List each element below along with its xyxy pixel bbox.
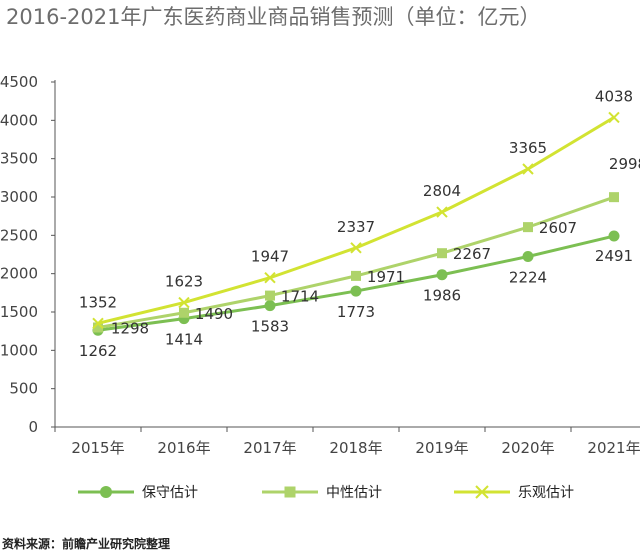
data-label: 3365 — [509, 139, 547, 157]
legend-label: 中性估计 — [326, 485, 382, 501]
data-point — [93, 322, 103, 333]
data-point — [436, 206, 448, 218]
y-tick-label: 3500 — [0, 150, 38, 168]
x-tick-label: 2021年 — [587, 439, 640, 457]
y-tick-label: 3000 — [0, 188, 38, 206]
data-label: 2337 — [337, 218, 375, 236]
data-label: 1971 — [367, 268, 405, 286]
y-tick-label: 2000 — [0, 265, 38, 283]
legend-marker — [284, 486, 296, 498]
data-label: 2607 — [539, 219, 577, 237]
legend-marker — [475, 485, 489, 499]
data-point-stroke — [608, 111, 620, 124]
data-point — [609, 192, 619, 203]
series-2 — [92, 111, 620, 330]
data-point — [523, 222, 533, 233]
data-point — [264, 272, 276, 284]
data-point — [608, 111, 620, 124]
data-point — [92, 317, 104, 330]
data-point — [179, 307, 189, 318]
data-label: 1298 — [111, 319, 149, 337]
data-label: 1583 — [251, 318, 289, 336]
x-tick-label: 2016年 — [157, 439, 210, 457]
data-point — [522, 250, 534, 262]
data-label: 2998 — [609, 155, 640, 173]
data-label: 2267 — [453, 245, 491, 263]
y-tick-label: 4500 — [0, 73, 38, 91]
source-note: 资料来源：前瞻产业研究院整理 — [2, 536, 170, 551]
data-point-stroke — [92, 317, 104, 330]
data-point — [351, 270, 361, 281]
data-point — [264, 300, 276, 312]
data-label: 1773 — [337, 303, 375, 321]
data-label: 1623 — [165, 273, 203, 291]
y-tick-label: 500 — [9, 380, 38, 398]
data-labels: 1262 1414 1583 1773 1986 2224 2491 1298 1490 1714… — [79, 87, 640, 360]
data-point-stroke — [178, 296, 190, 309]
axes: 0 500 1000 1500 2000 2500 3000 3500 4000 4500 2015… — [0, 73, 640, 457]
data-point-stroke — [350, 242, 362, 254]
data-point — [522, 163, 534, 175]
data-label: 1352 — [79, 293, 117, 311]
data-point — [350, 242, 362, 254]
legend: 保守估计 中性估计 乐观估计 — [78, 485, 574, 501]
y-tick-label: 0 — [28, 418, 38, 436]
data-label: 2224 — [509, 268, 547, 286]
data-point-stroke — [264, 272, 276, 284]
y-tick-label: 1500 — [0, 303, 38, 321]
data-point — [350, 285, 362, 297]
legend-label: 保守估计 — [142, 485, 198, 501]
data-point — [437, 248, 447, 259]
x-tick-label: 2018年 — [329, 439, 382, 457]
legend-item-2: 乐观估计 — [454, 485, 574, 501]
legend-label: 乐观估计 — [518, 485, 574, 501]
data-point — [265, 290, 275, 301]
legend-item-0: 保守估计 — [78, 485, 198, 501]
chart-title: 2016-2021年广东医药商业商品销售预测（单位：亿元） — [6, 5, 540, 29]
x-tick-label: 2020年 — [501, 439, 554, 457]
data-point — [436, 269, 448, 281]
data-label: 1986 — [423, 287, 461, 305]
x-tick-label: 2019年 — [415, 439, 468, 457]
data-label: 1714 — [281, 288, 319, 306]
data-label: 2804 — [423, 182, 461, 200]
legend-item-1: 中性估计 — [262, 485, 382, 501]
series-1 — [93, 192, 619, 333]
data-label: 1947 — [251, 248, 289, 266]
data-point — [608, 230, 620, 242]
data-label: 1414 — [165, 331, 203, 349]
legend-marker — [100, 486, 112, 498]
x-tick-label: 2017年 — [243, 439, 296, 457]
y-tick-label: 4000 — [0, 111, 38, 129]
data-label: 1262 — [79, 342, 117, 360]
x-tick-label: 2015年 — [71, 439, 124, 457]
series-0 — [92, 230, 620, 336]
data-point-stroke — [436, 206, 448, 218]
data-label: 4038 — [595, 87, 633, 105]
data-point-stroke — [522, 163, 534, 175]
y-tick-label: 1000 — [0, 341, 38, 359]
data-point — [178, 296, 190, 309]
data-label: 2491 — [595, 247, 633, 265]
data-label: 1490 — [195, 305, 233, 323]
series-layer — [92, 111, 620, 336]
y-tick-label: 2500 — [0, 226, 38, 244]
legend-marker-stroke — [475, 485, 489, 499]
